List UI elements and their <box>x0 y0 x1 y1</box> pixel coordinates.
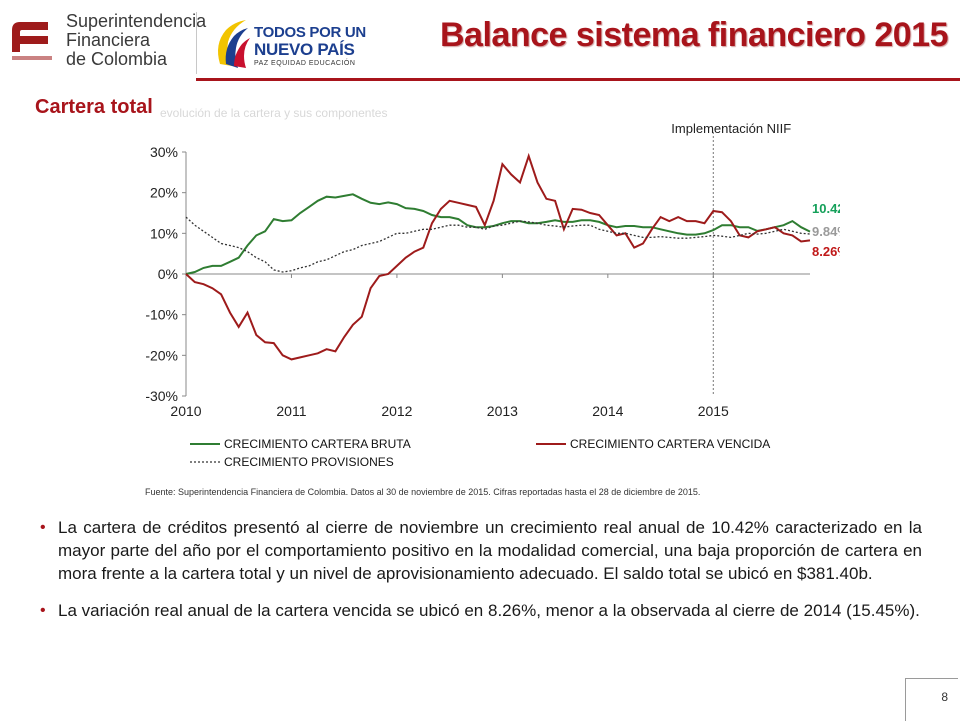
series-line-1 <box>185 193 811 275</box>
y-tick-label: 20% <box>150 185 178 201</box>
y-tick-label: -30% <box>145 388 178 404</box>
header-separator <box>196 12 197 74</box>
faded-caption: evolución de la cartera y sus componente… <box>160 106 388 120</box>
section-subtitle: Cartera total <box>35 96 153 118</box>
x-tick-label: 2014 <box>592 403 623 419</box>
legend-label: CRECIMIENTO CARTERA BRUTA <box>224 437 411 451</box>
series-line-2 <box>185 152 811 361</box>
legend-label: CRECIMIENTO PROVISIONES <box>224 455 394 469</box>
page-number-box <box>905 678 958 721</box>
chart-source-note: Fuente: Superintendencia Financiera de C… <box>145 487 701 497</box>
sfc-logo: Superintendencia Financiera de Colombia <box>8 10 206 70</box>
sfc-logo-mark-icon <box>8 16 56 64</box>
niif-annotation-label: Implementación NIIF <box>671 121 791 136</box>
y-tick-label: 30% <box>150 144 178 160</box>
end-value-label: 8.26% <box>812 244 840 259</box>
sfc-logo-line-3: de Colombia <box>66 49 168 69</box>
flag-swirl-icon <box>218 20 250 68</box>
page-number: 8 <box>941 690 948 704</box>
x-tick-label: 2015 <box>698 403 729 419</box>
gov-logo-line-1: TODOS POR UN <box>254 24 366 41</box>
x-tick-label: 2010 <box>170 403 201 419</box>
line-chart: 30% 20% 10% 0% -10% -20% -30%2010 2011 2012 2013 2… <box>145 121 840 469</box>
y-tick-label: -10% <box>145 307 178 323</box>
gov-logo-line-2: NUEVO PAÍS <box>254 40 355 59</box>
legend-label: CRECIMIENTO CARTERA VENCIDA <box>570 437 770 451</box>
y-tick-label: 10% <box>150 225 178 241</box>
bullet-item-2: La variación real anual de la cartera ve… <box>40 599 922 622</box>
bullet-list: La cartera de créditos presentó al cierr… <box>40 516 922 636</box>
end-value-label: 9.84% <box>812 224 840 239</box>
y-tick-label: -20% <box>145 347 178 363</box>
series-line-3 <box>185 216 811 273</box>
bullet-item-1: La cartera de créditos presentó al cierr… <box>40 516 922 585</box>
header-rule <box>196 78 960 81</box>
x-tick-label: 2011 <box>276 403 306 419</box>
government-logo: TODOS POR UN NUEVO PAÍS PAZ EQUIDAD EDUC… <box>212 10 372 70</box>
sfc-logo-line-2: Financiera <box>66 30 151 50</box>
x-tick-label: 2013 <box>487 403 518 419</box>
page-title: Balance sistema financiero 2015 <box>440 16 949 54</box>
gov-logo-tagline: PAZ EQUIDAD EDUCACIÓN <box>254 60 356 67</box>
y-tick-label: 0% <box>158 266 178 282</box>
sfc-logo-line-1: Superintendencia <box>66 11 207 31</box>
end-value-label: 10.42% <box>812 201 840 216</box>
x-tick-label: 2012 <box>381 403 412 419</box>
